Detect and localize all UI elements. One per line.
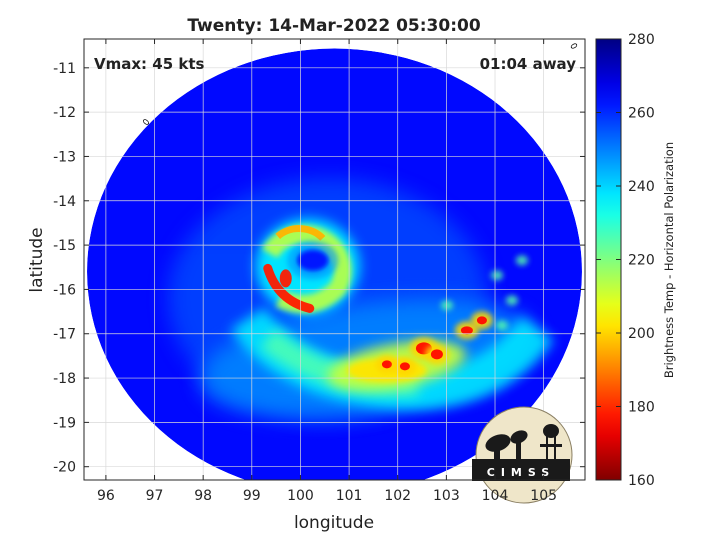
y-tick-label: -13: [53, 149, 76, 165]
colorbar-tick-label: 260: [628, 106, 655, 122]
x-tick-label: 102: [384, 488, 411, 504]
y-tick-label: -14: [53, 194, 76, 210]
y-tick-label: -17: [53, 327, 76, 343]
satellite-dish-icon: [485, 430, 528, 461]
x-tick-label: 105: [530, 488, 557, 504]
cimss-logo: CIMSS: [472, 406, 573, 504]
x-tick-label: 97: [146, 488, 164, 504]
logo-text: CIMSS: [487, 466, 555, 479]
vmax-annotation: Vmax: 45 kts: [94, 55, 204, 73]
colorbar-tick-label: 180: [628, 400, 655, 416]
x-tick-label: 99: [243, 488, 261, 504]
y-axis-label: latitude: [27, 227, 47, 292]
edge-markers: [143, 43, 578, 125]
colorbar-tick-label: 200: [628, 326, 655, 342]
x-axis-label: longitude: [294, 513, 374, 533]
chart-title: Twenty: 14-Mar-2022 05:30:00: [187, 16, 481, 36]
x-tick-label: 100: [287, 488, 314, 504]
x-tick-label: 103: [433, 488, 460, 504]
grid-lines: [84, 39, 585, 480]
x-tick-label: 104: [482, 488, 509, 504]
y-axis: -11 -12 -13 -14 -15 -16 -17 -18 -19 -20: [53, 61, 585, 476]
y-tick-label: -11: [53, 61, 76, 77]
colorbar-tick-label: 280: [628, 32, 655, 48]
colorbar-ticks: 280 260 240 220 200 180 160: [596, 32, 655, 489]
colorbar-tick-label: 240: [628, 179, 655, 195]
y-tick-label: -15: [53, 238, 76, 254]
y-tick-label: -18: [53, 371, 76, 387]
y-tick-label: -12: [53, 105, 76, 121]
colorbar-tick-label: 160: [628, 473, 655, 489]
colorbar-tick-label: 220: [628, 253, 655, 269]
colorbar-label: Brightness Temp - Horizontal Polarizatio…: [662, 142, 676, 378]
x-tick-label: 96: [97, 488, 115, 504]
y-tick-label: -16: [53, 282, 76, 298]
y-tick-label: -20: [53, 460, 76, 476]
water-tower-icon: [540, 424, 562, 460]
plot-frame: [83, 38, 586, 481]
x-tick-label: 98: [194, 488, 212, 504]
x-axis: 96 97 98 99 100 101 102 103 104 105: [97, 39, 557, 504]
away-annotation: 01:04 away: [480, 55, 577, 73]
y-tick-label: -19: [53, 415, 76, 431]
x-tick-label: 101: [336, 488, 363, 504]
